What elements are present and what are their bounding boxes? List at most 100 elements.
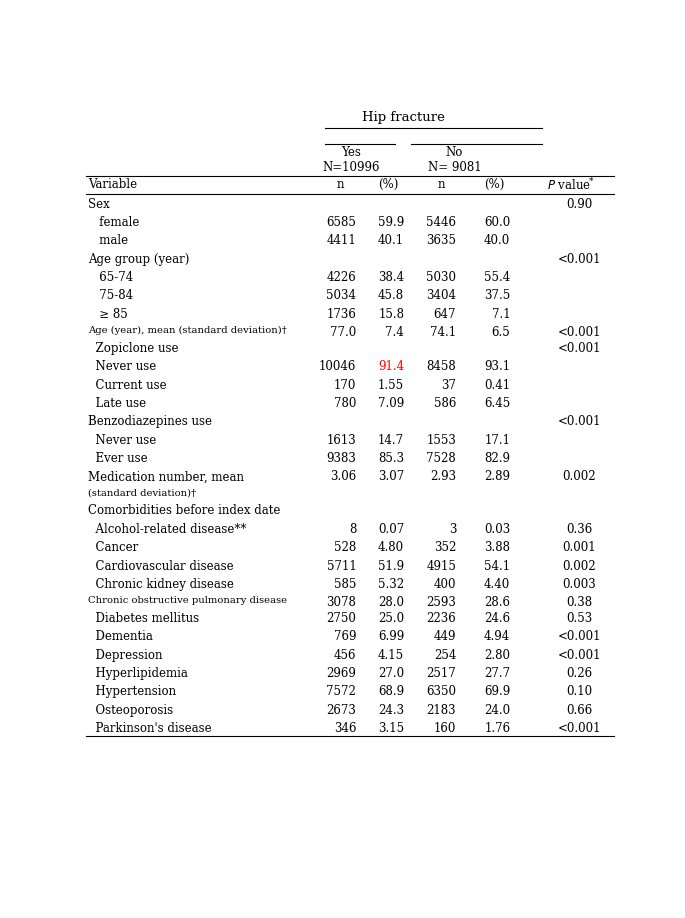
Text: 27.7: 27.7 (484, 667, 510, 680)
Text: 7.1: 7.1 (492, 308, 510, 321)
Text: 9383: 9383 (327, 452, 356, 465)
Text: n: n (337, 178, 344, 192)
Text: 2.89: 2.89 (484, 470, 510, 484)
Text: 40.0: 40.0 (484, 234, 510, 247)
Text: Hyperlipidemia: Hyperlipidemia (88, 667, 188, 680)
Text: Ever use: Ever use (88, 452, 148, 465)
Text: 0.26: 0.26 (566, 667, 593, 680)
Text: Comorbidities before index date: Comorbidities before index date (88, 504, 281, 518)
Text: Age (year), mean (standard deviation)†: Age (year), mean (standard deviation)† (88, 326, 287, 335)
Text: Yes: Yes (341, 146, 361, 159)
Text: 28.0: 28.0 (378, 597, 404, 610)
Text: 6.5: 6.5 (492, 326, 510, 340)
Text: <0.001: <0.001 (558, 722, 601, 735)
Text: N=10996: N=10996 (323, 162, 379, 174)
Text: 2236: 2236 (427, 611, 456, 625)
Text: 0.03: 0.03 (484, 522, 510, 536)
Text: 0.002: 0.002 (562, 559, 596, 573)
Text: 3.88: 3.88 (484, 541, 510, 554)
Text: <0.001: <0.001 (558, 649, 601, 662)
Text: Never use: Never use (88, 433, 157, 447)
Text: 6.99: 6.99 (378, 630, 404, 644)
Text: 4.94: 4.94 (484, 630, 510, 644)
Text: 59.9: 59.9 (378, 216, 404, 229)
Text: 15.8: 15.8 (378, 308, 404, 321)
Text: 82.9: 82.9 (484, 452, 510, 465)
Text: 1613: 1613 (327, 433, 356, 447)
Text: n: n (438, 178, 445, 192)
Text: 69.9: 69.9 (484, 686, 510, 699)
Text: 769: 769 (334, 630, 356, 644)
Text: Alcohol-related disease**: Alcohol-related disease** (88, 522, 247, 536)
Text: 91.4: 91.4 (378, 360, 404, 374)
Text: (%): (%) (484, 178, 505, 192)
Text: 45.8: 45.8 (378, 289, 404, 303)
Text: 55.4: 55.4 (484, 271, 510, 284)
Text: (%): (%) (378, 178, 399, 192)
Text: 1.76: 1.76 (484, 722, 510, 735)
Text: 65-74: 65-74 (88, 271, 134, 284)
Text: female: female (88, 216, 140, 229)
Text: 6350: 6350 (426, 686, 456, 699)
Text: (standard deviation)†: (standard deviation)† (88, 488, 197, 498)
Text: 346: 346 (334, 722, 356, 735)
Text: No: No (446, 146, 463, 159)
Text: 3078: 3078 (327, 597, 356, 610)
Text: Chronic kidney disease: Chronic kidney disease (88, 578, 234, 591)
Text: Hip fracture: Hip fracture (362, 111, 445, 124)
Text: 160: 160 (434, 722, 456, 735)
Text: 6.45: 6.45 (484, 397, 510, 410)
Text: 5711: 5711 (327, 559, 356, 573)
Text: 0.002: 0.002 (562, 470, 596, 484)
Text: 0.66: 0.66 (566, 704, 593, 717)
Text: 6585: 6585 (327, 216, 356, 229)
Text: 7.4: 7.4 (386, 326, 404, 340)
Text: 24.0: 24.0 (484, 704, 510, 717)
Text: <0.001: <0.001 (558, 341, 601, 354)
Text: Never use: Never use (88, 360, 157, 374)
Text: 0.003: 0.003 (562, 578, 596, 591)
Text: 449: 449 (434, 630, 456, 644)
Text: 54.1: 54.1 (484, 559, 510, 573)
Text: 4.15: 4.15 (378, 649, 404, 662)
Text: 2969: 2969 (327, 667, 356, 680)
Text: Chronic obstructive pulmonary disease: Chronic obstructive pulmonary disease (88, 597, 288, 605)
Text: 1736: 1736 (327, 308, 356, 321)
Text: 28.6: 28.6 (484, 597, 510, 610)
Text: Late use: Late use (88, 397, 147, 410)
Text: 75-84: 75-84 (88, 289, 134, 303)
Text: 1.55: 1.55 (378, 378, 404, 392)
Text: Medication number, mean: Medication number, mean (88, 470, 245, 484)
Text: 4226: 4226 (327, 271, 356, 284)
Text: $\it{P}$ value: $\it{P}$ value (547, 178, 592, 193)
Text: 5034: 5034 (326, 289, 356, 303)
Text: Diabetes mellitus: Diabetes mellitus (88, 611, 199, 625)
Text: 40.1: 40.1 (378, 234, 404, 247)
Text: male: male (88, 234, 128, 247)
Text: <0.001: <0.001 (558, 415, 601, 429)
Text: 38.4: 38.4 (378, 271, 404, 284)
Text: 2183: 2183 (427, 704, 456, 717)
Text: 3404: 3404 (426, 289, 456, 303)
Text: 3.07: 3.07 (378, 470, 404, 484)
Text: 8458: 8458 (427, 360, 456, 374)
Text: 254: 254 (434, 649, 456, 662)
Text: 2750: 2750 (327, 611, 356, 625)
Text: 5446: 5446 (426, 216, 456, 229)
Text: 4.40: 4.40 (484, 578, 510, 591)
Text: <0.001: <0.001 (558, 252, 601, 265)
Text: 170: 170 (334, 378, 356, 392)
Text: 7572: 7572 (327, 686, 356, 699)
Text: 2517: 2517 (427, 667, 456, 680)
Text: 1553: 1553 (426, 433, 456, 447)
Text: <0.001: <0.001 (558, 326, 601, 340)
Text: ≥ 85: ≥ 85 (88, 308, 128, 321)
Text: Current use: Current use (88, 378, 167, 392)
Text: 3.06: 3.06 (330, 470, 356, 484)
Text: 0.07: 0.07 (378, 522, 404, 536)
Text: 7.09: 7.09 (378, 397, 404, 410)
Text: Sex: Sex (88, 197, 110, 210)
Text: 352: 352 (434, 541, 456, 554)
Text: Osteoporosis: Osteoporosis (88, 704, 173, 717)
Text: 3.15: 3.15 (378, 722, 404, 735)
